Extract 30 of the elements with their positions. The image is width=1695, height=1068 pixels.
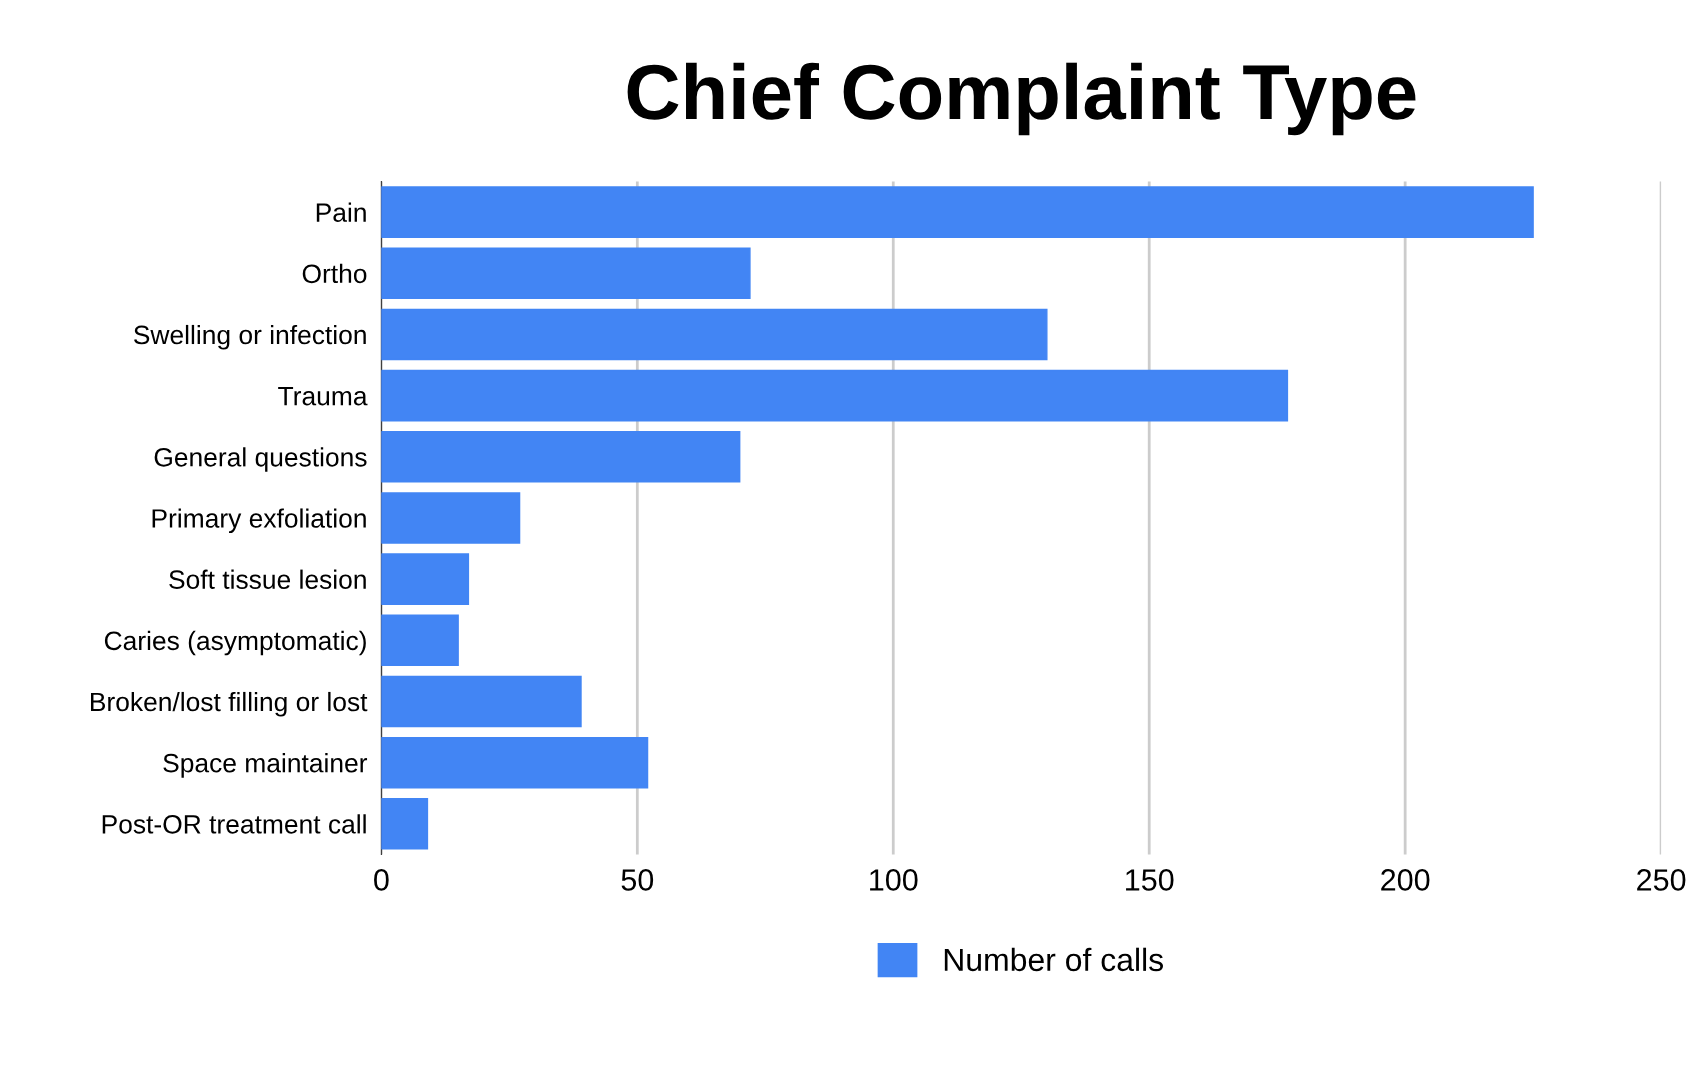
y-tick-label: Trauma — [278, 387, 368, 406]
bar — [381, 675, 582, 728]
x-tick-label: 150 — [1126, 869, 1174, 891]
x-tick-label: 200 — [1381, 869, 1430, 891]
legend-label: Number of calls — [944, 947, 1163, 972]
y-tick-label: Pain — [316, 202, 366, 222]
bar — [381, 553, 470, 605]
y-tick-label: Space maintainer — [163, 753, 368, 778]
x-tick-label: 50 — [621, 869, 654, 891]
bar — [381, 614, 459, 667]
y-tick-label: Broken/lost filling or lost — [91, 691, 368, 717]
y-tick-label: General questions — [154, 447, 367, 472]
y-tick-label: Primary exfoliation — [152, 508, 366, 534]
bar — [381, 736, 649, 789]
bar — [381, 492, 521, 544]
bar — [381, 308, 1048, 361]
x-tick-label: 250 — [1637, 869, 1686, 891]
bar — [381, 247, 751, 300]
bar — [381, 186, 1534, 238]
y-tick-label: Ortho — [302, 263, 367, 284]
y-tick-label: Swelling or infection — [134, 324, 366, 350]
bar — [381, 369, 1289, 422]
bar — [381, 798, 429, 850]
x-tick-label: 0 — [374, 869, 389, 891]
y-tick-label: Caries (asymptomatic) — [104, 630, 366, 656]
bar — [381, 431, 741, 483]
y-tick-label: Post-OR treatment call — [102, 814, 366, 834]
chart-title: Chief Complaint Type — [627, 62, 1416, 136]
x-tick-label: 100 — [870, 869, 918, 891]
y-tick-label: Soft tissue lesion — [169, 569, 366, 589]
